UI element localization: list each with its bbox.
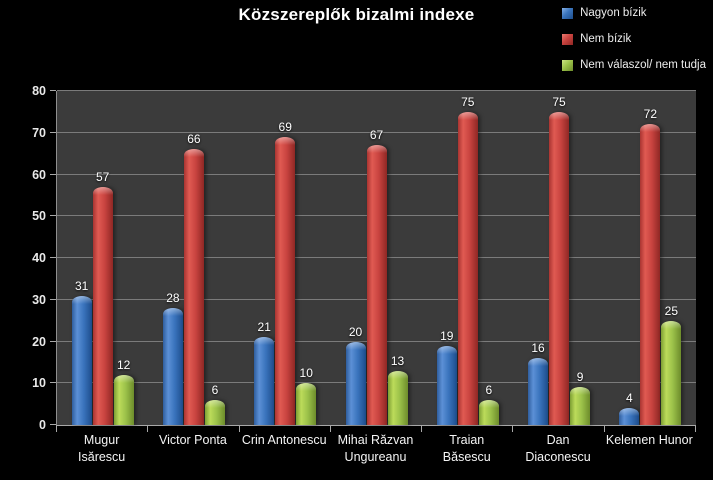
y-tick-mark [50, 340, 56, 342]
y-tick-label: 50 [32, 209, 46, 224]
bar-nem-b-zik [457, 111, 478, 425]
bar-nem-b-zik [275, 136, 296, 425]
bar-nagyon-b-zik [345, 341, 366, 425]
y-tick-mark [50, 215, 56, 217]
gridline [57, 131, 696, 133]
legend-label: Nagyon bízik [580, 7, 647, 19]
x-tick [329, 425, 331, 432]
bar-value-label: 28 [166, 291, 180, 306]
bar-value-label: 21 [257, 320, 271, 335]
y-tick-label: 20 [32, 334, 46, 349]
legend-item-nem-valaszol: Nem válaszol/ nem tudja [562, 59, 706, 71]
bar-value-label: 6 [485, 382, 493, 397]
y-tick-label: 40 [32, 251, 46, 265]
bar-value-label: 25 [664, 303, 679, 318]
bar-nem-v-laszol-nem-tudja [296, 383, 317, 425]
x-tick [695, 425, 696, 432]
bar-nagyon-b-zik [162, 308, 183, 425]
y-tick-label: 30 [32, 292, 46, 307]
x-category-label: Dan Diaconescu [525, 433, 591, 464]
bar-nem-b-zik [92, 187, 113, 425]
y-tick-label: 10 [32, 376, 46, 391]
y-tick-label: 70 [32, 125, 46, 140]
y-axis: 0 10 20 30 40 50 60 70 80 [0, 84, 56, 432]
y-tick-mark [50, 257, 56, 258]
bar-value-label: 66 [187, 132, 201, 147]
x-tick [421, 425, 423, 432]
bar-value-label: 20 [348, 324, 363, 339]
bar-value-label: 72 [643, 107, 658, 122]
bar-nem-v-laszol-nem-tudja [113, 374, 134, 425]
plot-area: 31 28 21 20 19 16 4 57 66 69 67 75 75 72 12 6 10 13 6 9 25 [56, 90, 696, 426]
x-category-label: Mugur Isărescu [78, 433, 126, 464]
bar-value-label: 9 [576, 370, 584, 385]
y-tick-label: 0 [39, 418, 46, 432]
y-tick-label: 60 [32, 167, 46, 182]
x-category-label: Victor Ponta [158, 433, 227, 447]
bar-nagyon-b-zik [254, 337, 275, 425]
legend-swatch-red-icon [562, 33, 574, 45]
y-tick-mark [50, 424, 56, 425]
x-category-label: Crin Antonescu [241, 433, 327, 447]
bar-value-label: 6 [211, 382, 219, 397]
bar-nem-v-laszol-nem-tudja [387, 370, 408, 425]
bar-nagyon-b-zik [71, 295, 92, 425]
bar-value-label: 67 [369, 128, 384, 143]
x-category-label: Traian Băsescu [442, 433, 491, 464]
legend-swatch-green-icon [562, 59, 574, 71]
x-tick [603, 425, 605, 432]
bar-nem-v-laszol-nem-tudja [661, 320, 682, 425]
x-tick [238, 425, 240, 432]
y-tick-mark [50, 173, 56, 175]
bar-nem-v-laszol-nem-tudja [570, 387, 591, 425]
bar-nem-b-zik [183, 149, 204, 425]
y-tick-label: 80 [32, 84, 46, 98]
bar-value-label: 10 [299, 366, 313, 381]
bar-value-label: 31 [74, 278, 89, 293]
bar-nem-v-laszol-nem-tudja [478, 399, 499, 425]
y-tick-mark [50, 90, 56, 91]
bar-value-label: 19 [440, 328, 454, 343]
y-tick-mark [50, 298, 56, 300]
x-axis-ticks [56, 425, 696, 432]
chart-title: Közszereplők bizalmi indexe [238, 5, 475, 24]
bar-value-label: 57 [95, 170, 110, 185]
legend-swatch-blue-icon [562, 7, 574, 19]
x-tick [512, 425, 514, 432]
gridline [57, 90, 696, 91]
bar-nagyon-b-zik [528, 358, 549, 425]
legend-item-nagyon-bizik: Nagyon bízik [562, 7, 706, 19]
bar-nem-b-zik [366, 145, 387, 425]
bar-value-label: 16 [531, 341, 545, 356]
bar-value-label: 4 [626, 391, 633, 406]
bar-nagyon-b-zik [436, 345, 457, 425]
x-tick [56, 425, 57, 432]
y-tick-mark [50, 382, 56, 384]
legend-label: Nem válaszol/ nem tudja [580, 59, 706, 71]
x-category-label: Kelemen Hunor [605, 433, 693, 447]
bar-value-label: 75 [552, 94, 566, 109]
legend-label: Nem bízik [580, 33, 632, 45]
bar-nem-b-zik [640, 124, 661, 425]
bar-nem-b-zik [549, 111, 570, 425]
bar-value-label: 75 [461, 94, 475, 109]
bar-value-label: 13 [390, 353, 405, 368]
x-category-label: Mihai Răzvan Ungureanu [337, 433, 414, 464]
y-tick-mark [50, 131, 56, 133]
legend: Nagyon bízik Nem bízik Nem válaszol/ nem… [562, 7, 706, 71]
x-tick [147, 425, 149, 432]
bar-nem-v-laszol-nem-tudja [204, 399, 225, 425]
bar-value-label: 69 [278, 119, 292, 134]
bar-value-label: 12 [116, 357, 131, 372]
bar-nagyon-b-zik [619, 408, 640, 425]
x-axis-labels: Mugur Isărescu Victor Ponta Crin Antonescu… [56, 432, 695, 465]
legend-item-nem-bizik: Nem bízik [562, 33, 706, 45]
